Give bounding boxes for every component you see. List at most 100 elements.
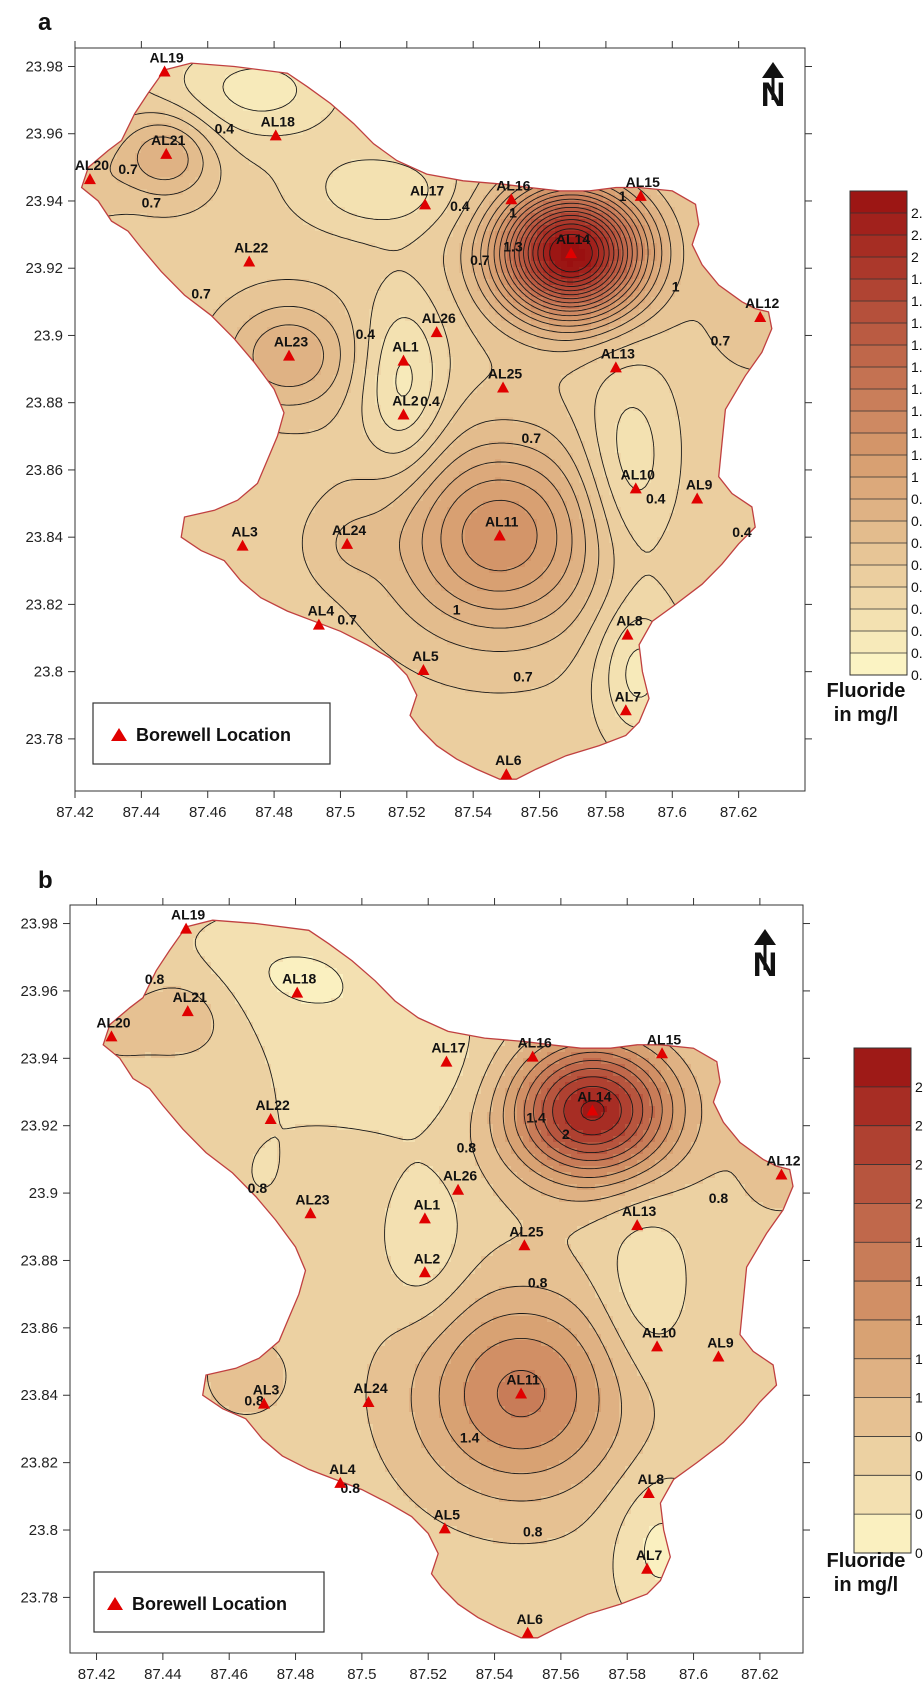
surface-cell xyxy=(105,207,112,214)
surface-cell xyxy=(567,225,574,232)
surface-cell xyxy=(147,207,154,214)
surface-cell xyxy=(327,147,334,154)
x-tick-label: 87.5 xyxy=(326,804,355,821)
surface-cell xyxy=(609,297,616,304)
surface-cell xyxy=(621,243,628,250)
surface-cell xyxy=(387,183,394,190)
surface-cell xyxy=(165,249,172,256)
surface-cell xyxy=(273,315,280,322)
surface-cell xyxy=(321,153,328,160)
surface-cell xyxy=(309,243,316,250)
surface-cell xyxy=(465,231,472,238)
surface-cell xyxy=(285,171,292,178)
surface-cell xyxy=(261,225,268,232)
surface-cell xyxy=(531,285,538,292)
surface-cell xyxy=(237,141,244,148)
surface-cell xyxy=(321,177,328,184)
surface-cell xyxy=(381,237,388,244)
surface-cell xyxy=(423,285,430,292)
y-tick-label: 23.9 xyxy=(34,327,63,344)
surface-cell xyxy=(165,159,172,166)
surface-cell xyxy=(207,279,214,286)
surface-cell xyxy=(249,129,256,136)
surface-cell xyxy=(183,189,190,196)
surface-cell xyxy=(459,189,466,196)
surface-cell xyxy=(315,189,322,196)
surface-cell xyxy=(261,75,268,82)
surface-cell xyxy=(297,297,304,304)
surface-cell xyxy=(375,153,382,160)
surface-cell xyxy=(639,285,646,292)
surface-cell xyxy=(651,231,658,238)
surface-cell xyxy=(525,309,532,316)
surface-cell xyxy=(339,129,346,136)
surface-cell xyxy=(243,201,250,208)
surface-cell xyxy=(405,255,412,262)
surface-cell xyxy=(285,81,292,88)
surface-cell xyxy=(435,195,442,202)
surface-cell xyxy=(183,171,190,178)
surface-cell xyxy=(261,207,268,214)
surface-cell xyxy=(651,261,658,268)
surface-cell xyxy=(285,141,292,148)
surface-cell xyxy=(567,267,574,274)
surface-cell xyxy=(267,93,274,100)
surface-cell xyxy=(315,105,322,112)
surface-cell xyxy=(723,309,730,316)
surface-cell xyxy=(327,273,334,280)
surface-cell xyxy=(141,195,148,202)
surface-cell xyxy=(123,225,130,232)
surface-cell xyxy=(321,123,328,130)
y-tick-label: 23.8 xyxy=(34,664,63,681)
surface-cell xyxy=(327,225,334,232)
surface-cell xyxy=(231,117,238,124)
surface-cell xyxy=(207,147,214,154)
surface-cell xyxy=(219,93,226,100)
surface-cell xyxy=(351,267,358,274)
surface-cell xyxy=(261,165,268,172)
surface-cell xyxy=(399,285,406,292)
surface-cell xyxy=(273,189,280,196)
surface-cell xyxy=(693,225,700,232)
surface-cell xyxy=(249,117,256,124)
surface-cell xyxy=(513,219,520,226)
surface-cell xyxy=(171,117,178,124)
surface-cell xyxy=(693,309,700,316)
surface-cell xyxy=(159,225,166,232)
surface-cell xyxy=(369,159,376,166)
surface-cell xyxy=(687,279,694,286)
surface-cell xyxy=(285,261,292,268)
surface-cell xyxy=(255,153,262,160)
surface-cell xyxy=(243,159,250,166)
surface-cell xyxy=(711,279,718,286)
surface-cell xyxy=(237,255,244,262)
surface-cell xyxy=(159,111,166,118)
surface-cell xyxy=(543,267,550,274)
surface-cell xyxy=(321,207,328,214)
surface-cell xyxy=(189,285,196,292)
surface-cell xyxy=(195,141,202,148)
surface-cell xyxy=(237,135,244,142)
surface-cell xyxy=(393,255,400,262)
surface-cell xyxy=(645,297,652,304)
surface-cell xyxy=(405,219,412,226)
surface-cell xyxy=(345,147,352,154)
surface-cell xyxy=(291,285,298,292)
surface-cell xyxy=(477,279,484,286)
surface-cell xyxy=(159,213,166,220)
surface-cell xyxy=(375,237,382,244)
surface-cell xyxy=(201,285,208,292)
surface-cell xyxy=(363,177,370,184)
surface-cell xyxy=(147,159,154,166)
surface-cell xyxy=(567,261,574,268)
surface-cell xyxy=(489,231,496,238)
surface-cell xyxy=(153,225,160,232)
surface-cell xyxy=(279,225,286,232)
surface-cell xyxy=(489,237,496,244)
surface-cell xyxy=(681,255,688,262)
surface-cell xyxy=(399,225,406,232)
surface-cell xyxy=(195,135,202,142)
surface-cell xyxy=(453,279,460,286)
surface-cell xyxy=(363,261,370,268)
surface-cell xyxy=(663,189,670,196)
